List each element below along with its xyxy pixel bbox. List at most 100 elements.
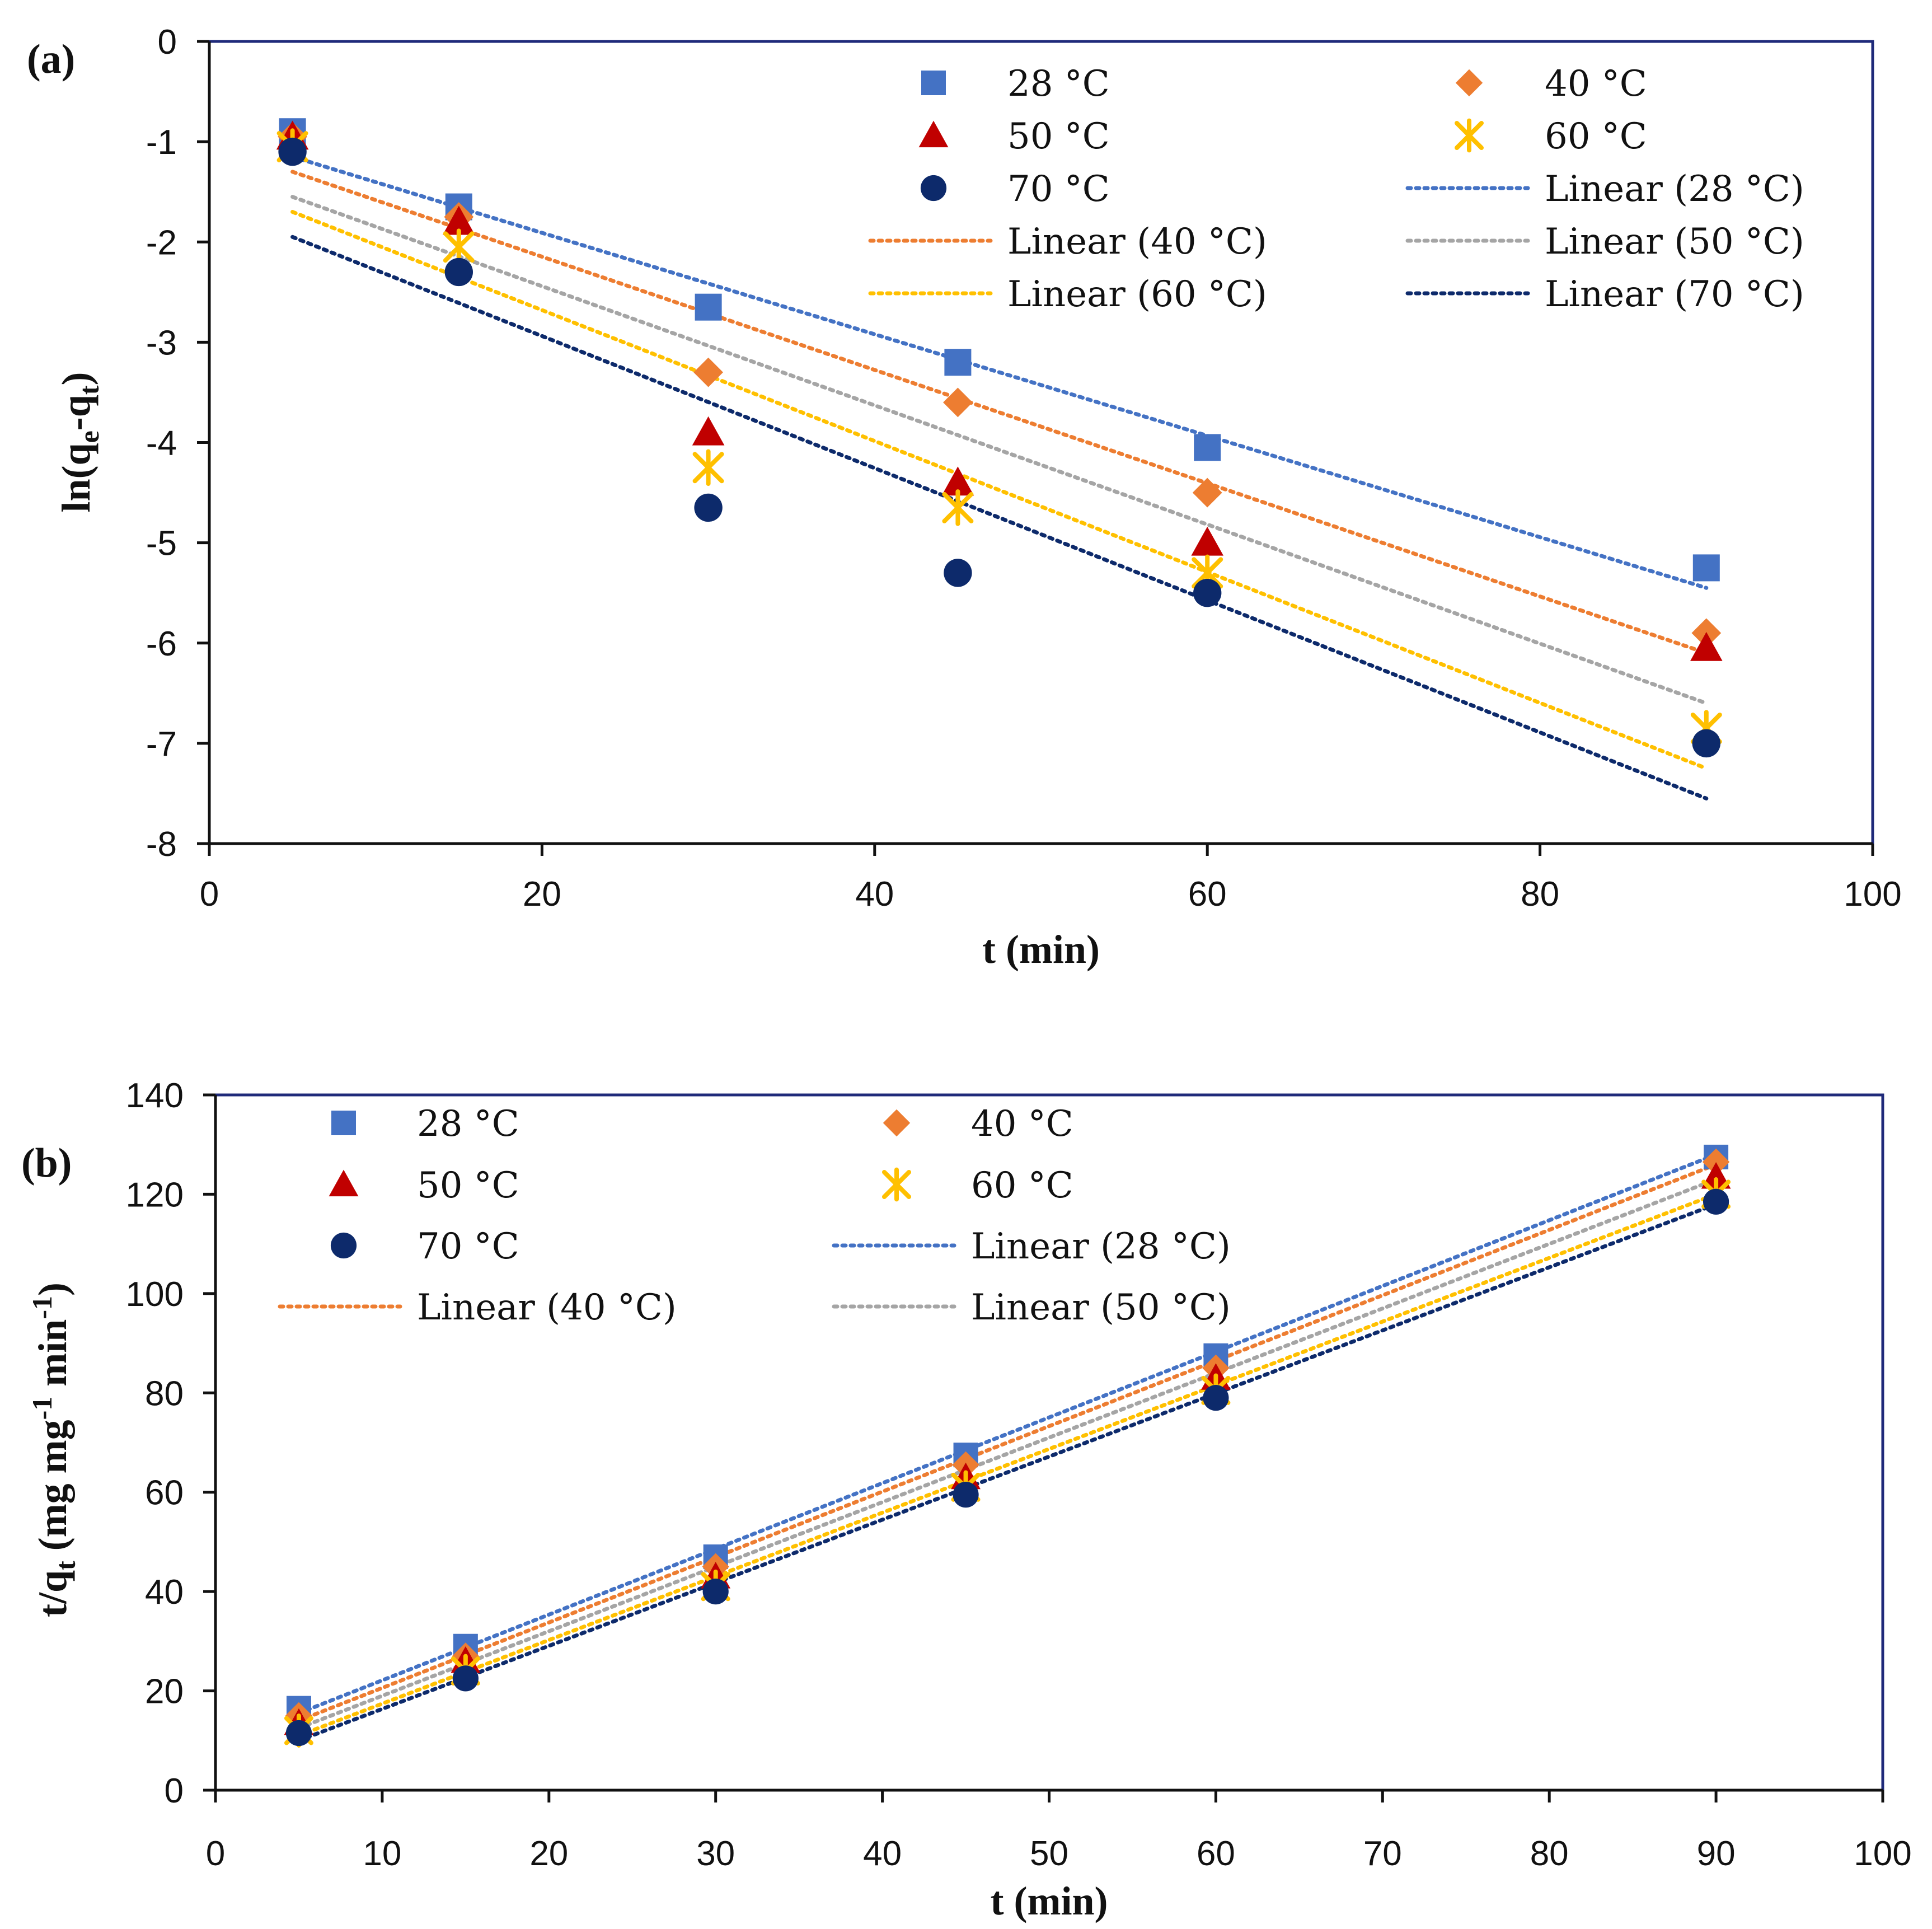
data-point-a-s1 — [693, 357, 723, 387]
x-tick-label-b: 90 — [1697, 1834, 1736, 1873]
y-tick-label-b: 80 — [145, 1374, 184, 1413]
x-tick-label-b: 60 — [1197, 1834, 1235, 1873]
trendline-b-4 — [297, 1202, 1718, 1743]
data-point-a-s4 — [694, 493, 723, 522]
y-tick-label-b: 20 — [145, 1673, 184, 1711]
y-tick-label-a: -7 — [146, 725, 177, 764]
data-point-a-s2 — [692, 416, 725, 446]
trendline-b-3 — [297, 1192, 1718, 1738]
data-point-a-s2 — [1690, 631, 1723, 661]
data-point-a-s4 — [278, 137, 307, 166]
y-axis-title-part-b: t/q — [30, 1570, 75, 1617]
x-tick-label-a: 100 — [1844, 875, 1901, 914]
legend-marker-b — [329, 1169, 359, 1197]
data-point-a-s4 — [1193, 578, 1222, 607]
legend-marker-a — [918, 120, 949, 148]
legend-marker-b — [883, 1109, 911, 1137]
y-axis-title-part-b: -1 — [26, 1397, 58, 1420]
legend-label-b: 70 °C — [417, 1226, 519, 1267]
x-tick-label-b: 70 — [1363, 1834, 1402, 1873]
trendline-b-2 — [297, 1177, 1718, 1730]
data-point-a-s3 — [942, 489, 974, 526]
legend-label-b: 50 °C — [417, 1165, 519, 1206]
x-tick-label-b: 40 — [863, 1834, 902, 1873]
trendline-a-0 — [290, 154, 1709, 590]
data-point-a-s0 — [695, 293, 722, 321]
x-tick-label-a: 40 — [855, 875, 894, 914]
x-tick-label-b: 10 — [363, 1834, 401, 1873]
data-point-a-s4 — [1692, 729, 1720, 758]
y-axis-title-a: ln(qe-qt) — [54, 372, 105, 513]
y-tick-label-a: -4 — [146, 424, 177, 463]
x-tick-label-b: 100 — [1854, 1834, 1911, 1873]
legend-label-a: 28 °C — [1007, 63, 1110, 105]
data-point-a-s0 — [1194, 434, 1221, 461]
y-axis-title-part-b: -1 — [26, 1296, 58, 1319]
legend-label-b: 60 °C — [971, 1165, 1073, 1206]
legend-label-a: Linear (70 °C) — [1545, 274, 1804, 315]
legend-label-b: 28 °C — [417, 1103, 519, 1145]
legend-marker-a — [1455, 69, 1483, 97]
y-axis-title-part-a: t — [73, 385, 105, 395]
y-tick-label-b: 40 — [145, 1573, 184, 1612]
trendline-a-2 — [290, 195, 1709, 705]
data-point-b-s4 — [1203, 1385, 1229, 1411]
legend-label-a: 40 °C — [1545, 63, 1647, 105]
y-tick-label-b: 140 — [126, 1076, 184, 1115]
legend-label-a: Linear (40 °C) — [1007, 221, 1267, 263]
y-axis-title-part-b: (mg mg — [30, 1420, 75, 1561]
y-axis-title-part-a: ln(q — [54, 443, 99, 512]
x-tick-label-b: 80 — [1530, 1834, 1569, 1873]
data-point-b-s1 — [1702, 1148, 1730, 1176]
y-axis-title-part-b: t — [50, 1561, 81, 1570]
legend-marker-a — [921, 71, 946, 95]
legend-marker-b — [331, 1111, 356, 1135]
legend-label-a: Linear (28 °C) — [1545, 168, 1804, 210]
x-tick-label-b: 30 — [696, 1834, 735, 1873]
data-point-a-s2 — [941, 466, 974, 496]
legend-label-b: 40 °C — [971, 1103, 1073, 1145]
data-point-a-s1 — [943, 387, 973, 418]
trendline-a-3 — [290, 210, 1709, 771]
y-tick-label-a: -6 — [146, 625, 177, 663]
y-tick-label-a: -1 — [146, 123, 177, 162]
y-axis-title-part-b: min — [30, 1319, 75, 1397]
y-axis-title-part-a: e — [73, 430, 105, 443]
x-tick-label-a: 80 — [1521, 875, 1559, 914]
y-axis-title-part-a: -q — [54, 395, 99, 430]
legend-marker-b — [330, 1232, 357, 1259]
trendline-b-1 — [297, 1162, 1718, 1723]
legend-label-a: 60 °C — [1545, 116, 1647, 157]
x-tick-label-b: 20 — [529, 1834, 568, 1873]
y-tick-label-b: 120 — [126, 1176, 184, 1214]
trendline-b-0 — [297, 1152, 1718, 1715]
data-point-a-s3 — [692, 449, 724, 486]
data-point-b-s4 — [285, 1720, 312, 1747]
legend-label-a: 50 °C — [1007, 116, 1110, 157]
y-axis-title-b: t/qt (mg mg-1 min-1) — [26, 1282, 81, 1617]
y-tick-label-a: -3 — [146, 324, 177, 362]
legend-label-a: Linear (50 °C) — [1545, 221, 1804, 263]
y-tick-label-a: 0 — [158, 23, 177, 62]
data-point-b-s2 — [1701, 1162, 1731, 1189]
panel-label-b: (b) — [21, 1140, 72, 1186]
legend-label-b: Linear (40 °C) — [417, 1287, 677, 1328]
x-axis-title-a: t (min) — [982, 927, 1100, 972]
legend-marker-b — [882, 1167, 911, 1202]
legend-label-b: Linear (50 °C) — [971, 1287, 1231, 1328]
panel-b-chart: (b) 0 10 20 30 40 50 60 70 80 90 100 0 20 40 60 80 100 120… — [21, 1076, 1912, 1923]
data-point-a-s4 — [444, 257, 473, 287]
y-tick-label-a: -2 — [146, 223, 177, 262]
data-point-b-s4 — [452, 1665, 479, 1692]
x-tick-label-a: 0 — [200, 875, 219, 914]
y-tick-label-a: -5 — [146, 525, 177, 563]
x-tick-label-a: 60 — [1188, 875, 1227, 914]
legend-marker-a — [920, 175, 947, 202]
y-tick-label-a: -8 — [146, 825, 177, 864]
x-axis-title-b: t (min) — [991, 1879, 1108, 1923]
trendline-a-1 — [290, 170, 1709, 656]
legend-label-a: 70 °C — [1007, 168, 1110, 210]
y-tick-label-b: 60 — [145, 1474, 184, 1513]
panel-label-a: (a) — [27, 36, 75, 82]
